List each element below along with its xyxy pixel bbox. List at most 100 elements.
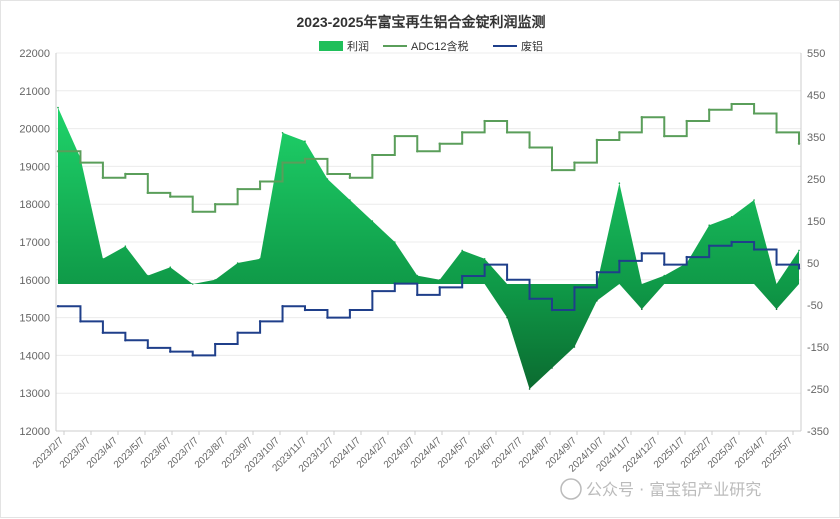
series-point [56,150,60,153]
chart-title: 2023-2025年富宝再生铝合金锭利润监测 [297,14,546,30]
profit-negative-area [58,284,799,389]
right-tick-label: -250 [807,384,829,396]
right-tick-label: -50 [807,300,823,312]
series-point [169,195,172,198]
series-point [775,131,778,134]
line-series [56,102,801,357]
series-point [752,248,756,251]
legend-item-label: 利润 [347,39,369,53]
series-point [101,331,105,334]
series-point [595,271,599,274]
series-point [213,342,217,346]
series-point [752,112,756,115]
profit-point [708,224,710,226]
watermark-text: 公众号 · 富宝铝产业研究 [586,480,761,499]
watermark: 公众号 · 富宝铝产业研究 [560,478,761,500]
series-point [595,138,599,142]
series-point [460,274,464,278]
series-point [348,308,352,312]
series-point [281,161,284,164]
series-point [483,119,486,123]
profit-point [191,283,194,285]
profit-point [438,279,441,281]
profit-point [461,249,463,252]
profit-point [147,274,149,277]
profit-point [236,262,239,264]
legend[interactable]: 利润 ADC12含税 废铝 [319,39,543,53]
series-point [663,263,666,266]
profit-point [124,245,127,247]
series-point [550,308,554,312]
left-tick-label: 13000 [19,388,50,400]
series-point [640,252,644,255]
left-tick-label: 16000 [19,275,50,287]
wechat-icon [560,478,582,500]
series-point [460,131,464,134]
series-point [618,259,621,263]
right-tick-label: 250 [807,174,825,186]
right-tick-label: -350 [807,426,829,438]
series-point [416,293,419,297]
right-axis: -350 -250 -150 -50 50 150 250 350 450 550 [800,48,829,438]
series-point [169,350,172,353]
profit-point [798,249,800,252]
series-point [640,116,644,119]
profit-point [304,140,306,142]
left-tick-label: 15000 [19,313,50,325]
left-tick-label: 20000 [19,124,50,136]
series-point [663,134,666,138]
series-point [483,263,486,266]
series-point [707,108,711,111]
series-point [236,187,239,191]
legend-item-label: ADC12含税 [411,39,468,53]
profit-point [528,388,531,390]
series-point [528,297,531,300]
profit-point [214,279,216,281]
series-point [528,146,531,149]
series-point [258,320,262,323]
series-point [146,346,150,350]
profit-point [551,367,553,369]
series-point [775,263,778,266]
left-tick-label: 18000 [19,199,50,211]
series-point [505,131,509,134]
left-tick-label: 21000 [19,86,50,98]
series-point [326,172,329,176]
series-point [236,331,239,334]
profit-area-series [57,106,800,390]
series-point [303,157,307,161]
series-point [258,180,262,183]
series-point [707,244,711,247]
profit-point [618,182,621,184]
profit-point [102,258,104,260]
profit-point [506,316,508,319]
series-point [730,102,733,106]
right-tick-label: -150 [807,342,829,354]
series-point [213,203,217,206]
series-point [348,176,352,179]
left-tick-label: 19000 [19,161,50,173]
series-point [618,131,621,134]
profit-point [663,274,666,277]
left-tick-label: 22000 [19,48,50,60]
right-tick-label: 150 [807,216,825,228]
series-point [550,168,554,172]
profit-point [416,274,419,277]
profit-point [57,106,59,109]
profit-point [753,199,755,201]
right-tick-label: 50 [807,258,819,270]
series-point [730,240,733,244]
right-tick-label: 550 [807,48,825,60]
series-point [393,134,397,138]
gridlines [56,52,801,432]
right-tick-label: 450 [807,90,825,102]
series-point [326,316,329,319]
series-point [438,142,441,145]
series-point [371,289,374,293]
legend-item-label: 废铝 [521,39,543,53]
series-point [191,210,194,213]
profit-point [730,216,733,218]
profit-point [169,266,172,269]
